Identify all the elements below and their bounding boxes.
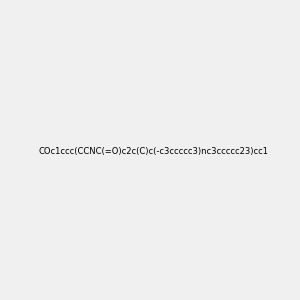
Text: COc1ccc(CCNC(=O)c2c(C)c(-c3ccccc3)nc3ccccc23)cc1: COc1ccc(CCNC(=O)c2c(C)c(-c3ccccc3)nc3ccc…	[39, 147, 269, 156]
